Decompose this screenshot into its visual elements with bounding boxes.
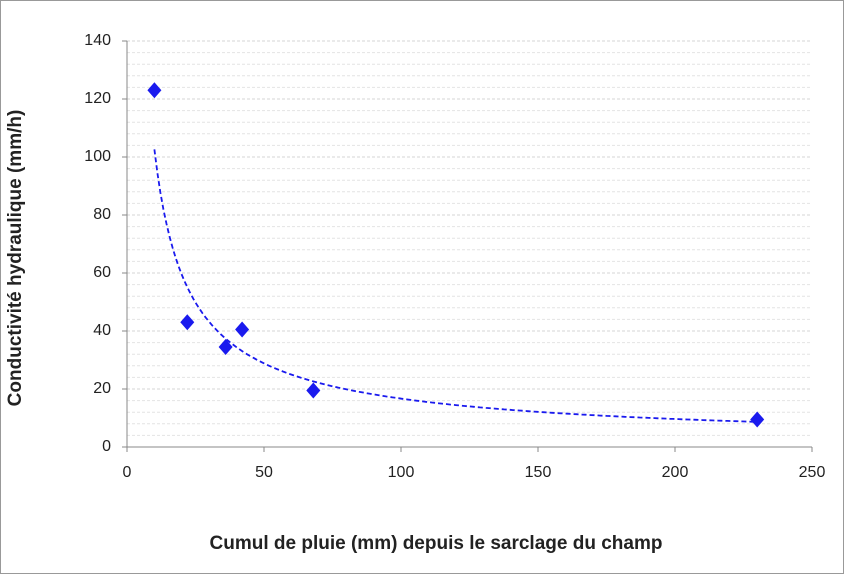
point — [180, 314, 195, 331]
x-tick-label: 50 — [255, 464, 273, 481]
y-axis-label: Conductivité hydraulique (mm/h) — [5, 110, 26, 407]
trendline — [153, 149, 758, 423]
x-tick-label: 100 — [388, 464, 415, 481]
y-tick-label: 80 — [93, 206, 111, 223]
y-tick-label: 40 — [93, 322, 111, 339]
x-tick-label: 250 — [799, 464, 826, 481]
x-tick-label: 0 — [123, 464, 132, 481]
point — [147, 82, 162, 99]
y-tick-label: 0 — [102, 438, 111, 455]
y-tick-label: 20 — [93, 380, 111, 397]
x-tick-label: 200 — [662, 464, 689, 481]
y-tick-label: 100 — [84, 148, 111, 165]
point — [306, 382, 321, 399]
x-axis-label: Cumul de pluie (mm) depuis le sarclage d… — [210, 533, 663, 554]
point — [235, 321, 250, 338]
y-tick-label: 140 — [84, 32, 111, 49]
x-tick-label: 150 — [525, 464, 552, 481]
y-tick-label: 60 — [93, 264, 111, 281]
point — [750, 411, 765, 428]
point — [218, 338, 233, 355]
y-tick-label: 120 — [84, 90, 111, 107]
